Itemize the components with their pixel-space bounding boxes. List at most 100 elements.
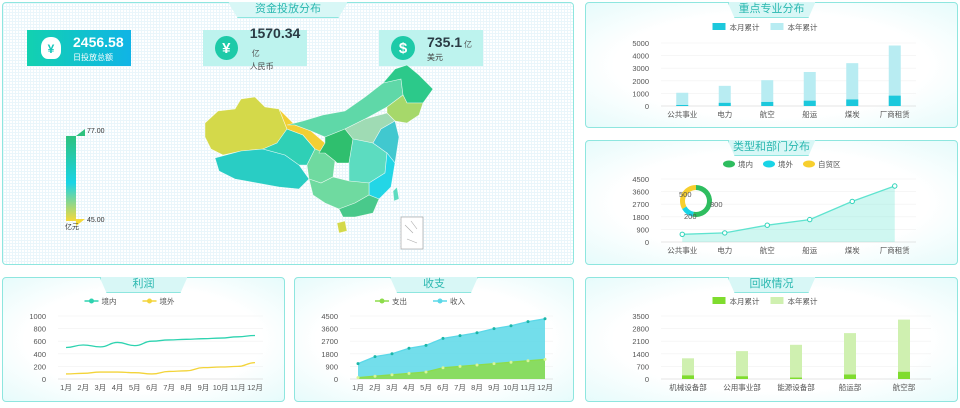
x-tick-label: 船运 — [802, 245, 817, 255]
legend-label: 境外 — [778, 159, 793, 169]
recovery-bar-chart: 0 700 1400 2100 2800 3500 机械设备部 公用事业部 能源设备部 船运部 航空… — [632, 296, 931, 392]
y-tick-label: 5000 — [632, 39, 649, 48]
x-tick-label: 能源设备部 — [777, 382, 815, 392]
income-expense-panel: 收支 0 900 1800 2700 3600 4500 1月 2月 3月 4月 5月 6月 7月 8月 9… — [294, 277, 574, 402]
x-tick-label: 3月 — [95, 383, 107, 392]
y-tick-label: 1800 — [632, 213, 649, 222]
legend-min: 45.00 — [87, 217, 105, 224]
bar-month — [846, 99, 859, 106]
x-tick-label: 10月 — [213, 383, 229, 392]
legend-label: 收入 — [450, 296, 465, 306]
x-tick-label: 煤炭 — [845, 109, 860, 119]
x-tick-label: 9月 — [488, 383, 500, 392]
legend-max-handle[interactable] — [76, 129, 85, 136]
bar-year — [761, 80, 774, 106]
y-tick-label: 800 — [33, 325, 46, 334]
x-tick-label: 1月 — [352, 383, 364, 392]
x-tick-label: 厂商租赁 — [880, 245, 910, 255]
yuan-icon: ¥ — [215, 36, 238, 60]
legend-label: 境内 — [102, 296, 117, 306]
x-tick-label: 电力 — [717, 109, 732, 119]
bar-month — [888, 95, 901, 106]
data-point — [679, 231, 685, 238]
legend-unit: 亿元 — [65, 224, 79, 231]
x-tick-label: 8月 — [471, 383, 483, 392]
map-region-tibet — [214, 148, 310, 190]
data-point — [373, 355, 377, 359]
y-tick-label: 0 — [334, 375, 338, 384]
bar-month — [844, 374, 856, 379]
y-tick-label: 1000 — [632, 89, 649, 98]
x-tick-label: 7月 — [454, 383, 466, 392]
data-point — [492, 362, 496, 366]
bar-month — [718, 102, 731, 106]
bar-year — [676, 92, 689, 106]
rmb-card: ¥ 1570.34 亿 人民币 — [203, 25, 307, 71]
y-tick-label: 3000 — [632, 64, 649, 73]
rmb-value: 1570.34 — [249, 24, 301, 41]
x-tick-label: 5月 — [129, 383, 141, 392]
x-tick-label: 电力 — [717, 245, 732, 255]
data-point — [458, 364, 462, 368]
map-region-heilongjiang — [382, 64, 434, 104]
bar-year — [682, 358, 694, 379]
data-point — [849, 198, 855, 205]
x-tick-label: 3月 — [386, 383, 398, 392]
x-tick-label: 5月 — [420, 383, 432, 392]
data-point — [458, 334, 462, 338]
total-label: 日投放总额 — [73, 52, 113, 62]
legend-max: 77.00 — [87, 128, 105, 135]
x-tick-label: 6月 — [146, 383, 158, 392]
y-tick-label: 2100 — [632, 337, 649, 346]
x-tick-label: 8月 — [180, 383, 192, 392]
bar-month — [761, 101, 774, 106]
legend-label: 本年累计 — [788, 22, 818, 32]
income-area-chart: 0 900 1800 2700 3600 4500 1月 2月 3月 4月 5月 6月 7月 8月 9月 10… — [321, 296, 553, 392]
data-point — [475, 363, 479, 367]
data-point — [764, 222, 770, 228]
pie-label: 800 — [710, 200, 723, 209]
y-tick-label: 2800 — [632, 325, 649, 334]
map-region-guangdong — [338, 194, 380, 218]
bar-year — [846, 63, 859, 106]
series-line — [357, 318, 546, 365]
y-tick-label: 0 — [645, 102, 649, 111]
bar-year — [736, 351, 748, 379]
y-tick-label: 600 — [33, 337, 46, 346]
y-tick-label: 4500 — [321, 312, 338, 321]
data-point — [722, 230, 728, 236]
china-map[interactable] — [3, 3, 575, 266]
data-point — [526, 359, 530, 363]
type-dept-panel: 类型和部门分布 0 900 1800 2700 3600 4500 公共事业 电力 航空 船运 煤炭… — [585, 140, 958, 265]
y-tick-label: 2700 — [321, 337, 338, 346]
usd-label: 美元 — [427, 52, 443, 62]
data-point — [441, 336, 445, 340]
major-distribution-panel: 重点专业分布 0 1000 2000 3000 4000 5000 公共事业 电力 航空 船运 煤炭… — [585, 2, 958, 128]
y-tick-label: 200 — [33, 362, 46, 371]
data-point — [407, 371, 411, 375]
data-point — [543, 317, 547, 321]
y-tick-label: 2700 — [632, 200, 649, 209]
bar-year — [898, 319, 910, 379]
y-tick-label: 900 — [325, 362, 338, 371]
legend-label: 支出 — [392, 296, 407, 306]
legend-swatch — [803, 160, 815, 168]
data-point — [543, 357, 547, 361]
legend-min-handle[interactable] — [76, 219, 85, 226]
legend-marker — [89, 298, 94, 304]
data-point — [424, 343, 428, 347]
x-tick-label: 航空 — [760, 109, 775, 119]
visual-map-legend[interactable] — [66, 136, 76, 221]
legend-label: 境外 — [160, 296, 175, 306]
major-bar-chart: 0 1000 2000 3000 4000 5000 公共事业 电力 航空 船运 煤炭 厂商租赁 本月累… — [632, 22, 916, 119]
x-tick-label: 6月 — [437, 383, 449, 392]
usd-card: $ 735.1 亿 美元 — [379, 30, 483, 66]
x-tick-label: 11月 — [230, 383, 245, 392]
data-point — [509, 360, 513, 364]
bar-month — [682, 375, 694, 379]
legend-swatch — [770, 23, 784, 30]
x-tick-label: 船运 — [802, 109, 817, 119]
legend-marker — [147, 298, 152, 304]
bar-month — [803, 100, 816, 106]
x-tick-label: 12月 — [247, 383, 263, 392]
